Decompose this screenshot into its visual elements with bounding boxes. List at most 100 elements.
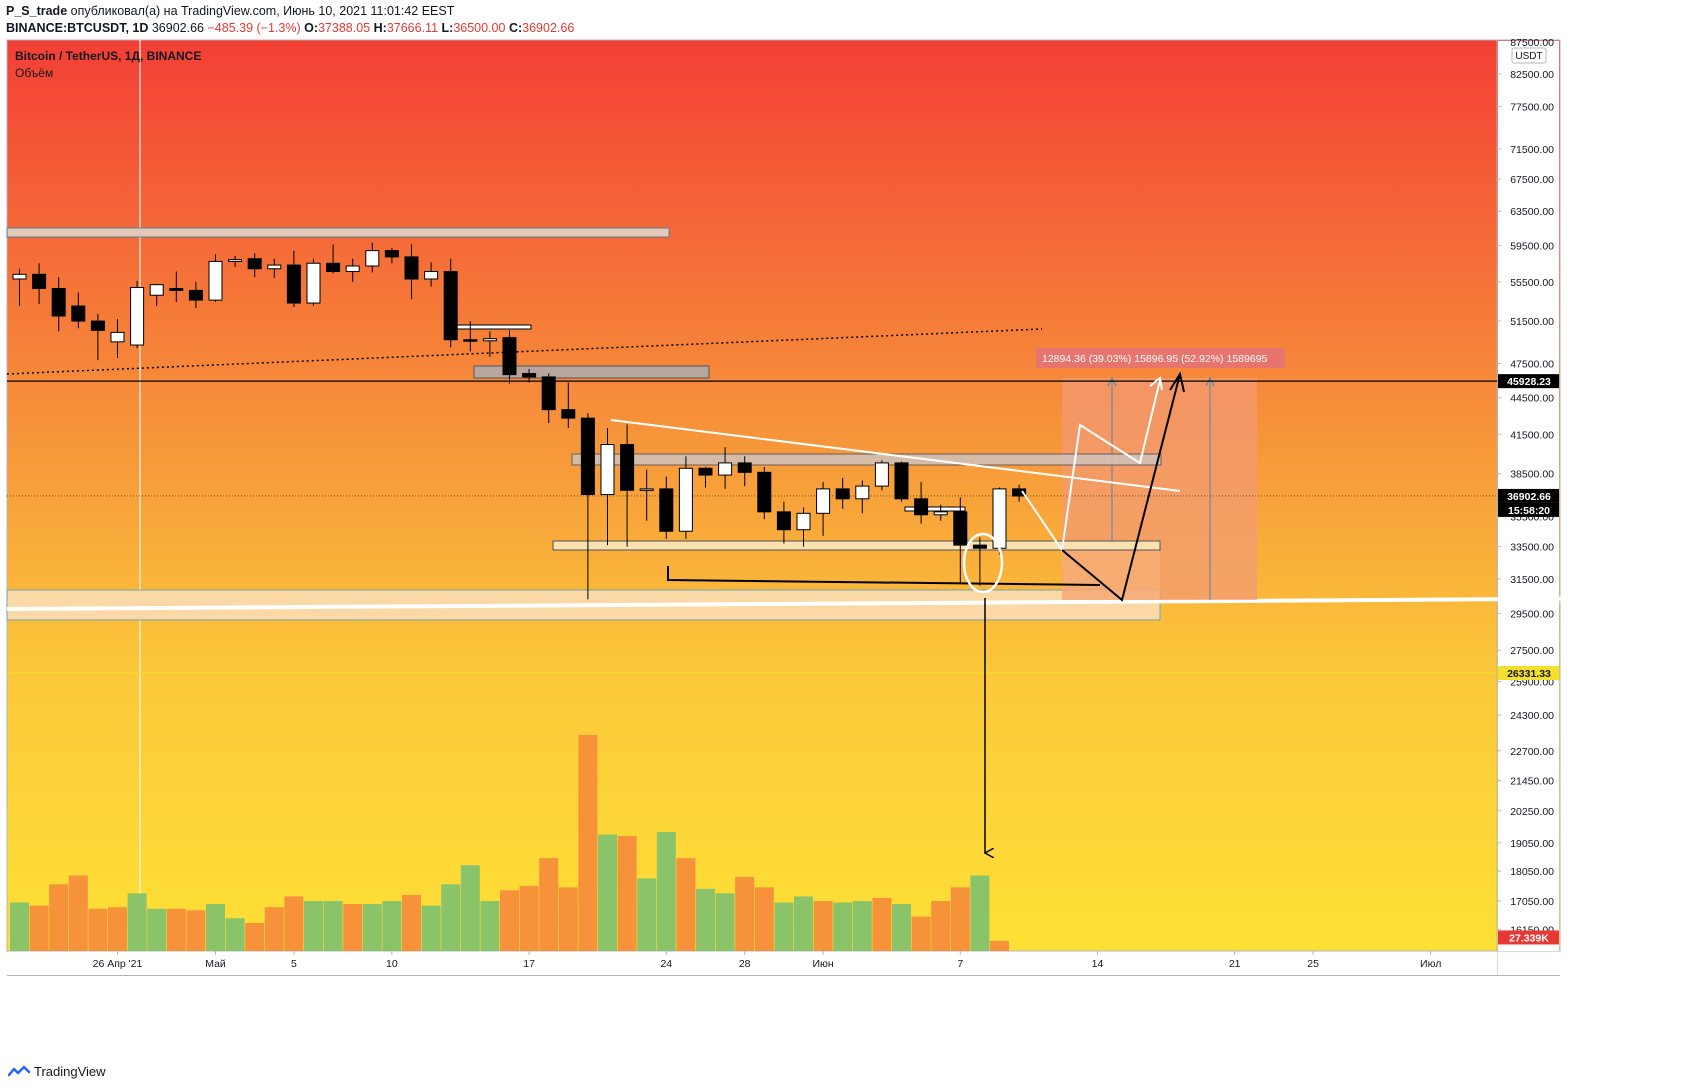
gradient-fill xyxy=(7,40,1560,951)
volume-bar xyxy=(382,900,402,951)
volume-bar xyxy=(617,835,637,951)
tradingview-brand: TradingView xyxy=(34,1064,106,1079)
volume-bar xyxy=(833,902,853,951)
tradingview-logo-icon xyxy=(8,1065,30,1076)
candle-up xyxy=(933,511,948,516)
price-tag-last-bg xyxy=(1498,488,1559,503)
candle-down xyxy=(972,544,987,549)
volume-bar xyxy=(480,900,500,951)
y-tick-label: 55500.00 xyxy=(1510,277,1554,289)
low-label: L: xyxy=(441,21,454,35)
y-tick-label: 27500.00 xyxy=(1510,645,1554,657)
author-name[interactable]: P_S_trade xyxy=(6,4,68,18)
price-tag-26331-bg xyxy=(1498,665,1559,680)
volume-bar xyxy=(774,902,794,951)
y-tick-label: 77500.00 xyxy=(1510,102,1554,114)
volume-tag-last-bg xyxy=(1498,930,1559,945)
time-axis[interactable]: 26 Апр '21 Май 5 10 17 24 28 Июн 7 14 21 25 Июл xyxy=(93,951,1442,970)
volume-bars xyxy=(10,734,1009,951)
time-axis-bg xyxy=(7,951,1497,976)
volume-bar xyxy=(794,896,813,951)
candle-down xyxy=(580,417,595,496)
volume-bar xyxy=(500,890,519,951)
y-tick-label: 29500.00 xyxy=(1510,608,1554,620)
y-tick-label: 51500.00 xyxy=(1510,316,1554,328)
y-tick-label: 59500.00 xyxy=(1510,240,1554,252)
candle-up xyxy=(600,444,615,496)
y-tick-label: 31500.00 xyxy=(1510,574,1554,586)
y-tick-label: 18050.00 xyxy=(1510,866,1554,878)
volume-bar xyxy=(715,893,735,951)
candle-up xyxy=(12,273,27,280)
candle-down xyxy=(620,444,635,491)
price-tag-45928-bg xyxy=(1498,374,1559,389)
white-arrow-head xyxy=(1149,376,1163,391)
candle-up xyxy=(796,512,811,531)
volume-bar xyxy=(813,900,833,951)
x-tick-label: 25 xyxy=(1307,958,1319,970)
candle-down xyxy=(286,264,301,304)
volume-bar xyxy=(245,922,265,951)
volume-bar xyxy=(343,904,363,951)
volume-bar xyxy=(108,907,127,951)
high-label: H: xyxy=(373,21,387,35)
volume-tag-last: 27.339K xyxy=(1509,932,1549,944)
small-zone-1 xyxy=(455,324,532,330)
change-text: −485.39 (−1.3%) xyxy=(207,21,301,35)
currency-badge xyxy=(1511,47,1547,64)
volume-bar xyxy=(460,865,480,951)
publish-info: P_S_trade опубликовал(а) на TradingView.… xyxy=(6,4,454,18)
candle-down xyxy=(561,409,576,419)
volume-bar xyxy=(304,900,323,951)
tradingview-footer[interactable]: TradingView xyxy=(8,1064,106,1079)
volume-bar xyxy=(911,916,931,951)
x-tick-label: 28 xyxy=(739,958,751,970)
y-tick-label: 24300.00 xyxy=(1510,710,1554,722)
volume-bar xyxy=(970,875,990,951)
candle-up xyxy=(345,265,360,273)
projection-path-black xyxy=(1061,373,1181,602)
y-tick-label: 87500.00 xyxy=(1510,37,1554,49)
volume-bar xyxy=(68,875,88,951)
x-tick-label: Июн xyxy=(812,958,833,970)
candle-down xyxy=(522,373,537,378)
candle-up xyxy=(130,287,145,346)
candle-down xyxy=(404,256,419,280)
candle-down xyxy=(914,498,929,516)
legend-volume-label: Объём xyxy=(15,66,53,80)
candle-up xyxy=(208,260,223,301)
last-price-text: 36902.66 xyxy=(151,21,204,35)
legend-title: Bitcoin / TetherUS, 1Д, BINANCE xyxy=(15,49,201,63)
price-axis[interactable]: 87500.00 82500.00 77500.00 71500.00 67500.00… xyxy=(1497,37,1559,951)
range-zone-top xyxy=(571,453,1162,466)
x-tick-label: 10 xyxy=(386,958,398,970)
projection-box-lower xyxy=(1062,550,1160,600)
candle-up xyxy=(267,264,282,270)
volume-bar xyxy=(421,905,441,951)
high-value: 37666.11 xyxy=(386,21,439,35)
volume-bar xyxy=(186,910,206,951)
volume-bar xyxy=(402,894,421,951)
bottom-border xyxy=(7,975,1560,976)
volume-bar xyxy=(931,900,951,951)
volume-bar xyxy=(284,896,304,951)
y-tick-label: 41500.00 xyxy=(1510,429,1554,441)
candle-up xyxy=(228,259,243,262)
y-tick-label: 44500.00 xyxy=(1510,393,1554,405)
candle-down xyxy=(1012,488,1027,497)
x-tick-label: Май xyxy=(205,958,226,970)
y-tick-label: 71500.00 xyxy=(1510,144,1554,156)
candle-up xyxy=(718,462,733,476)
projection-path-white xyxy=(1021,379,1161,553)
price-tag-26331: 26331.33 xyxy=(1507,668,1551,680)
y-tick-label: 19050.00 xyxy=(1510,838,1554,850)
bottom-pattern-line xyxy=(667,566,1101,586)
volume-bar xyxy=(362,904,382,951)
x-tick-label: 5 xyxy=(291,958,297,970)
measure-label-text: 12894.36 (39.03%) 15896.95 (52.92%) 1589… xyxy=(1042,353,1268,365)
chart-legend: Bitcoin / TetherUS, 1Д, BINANCE Объём xyxy=(15,49,201,80)
candle-up xyxy=(110,331,125,343)
measure-arrow-2 xyxy=(1205,376,1215,387)
y-tick-label: 38500.00 xyxy=(1510,469,1554,481)
